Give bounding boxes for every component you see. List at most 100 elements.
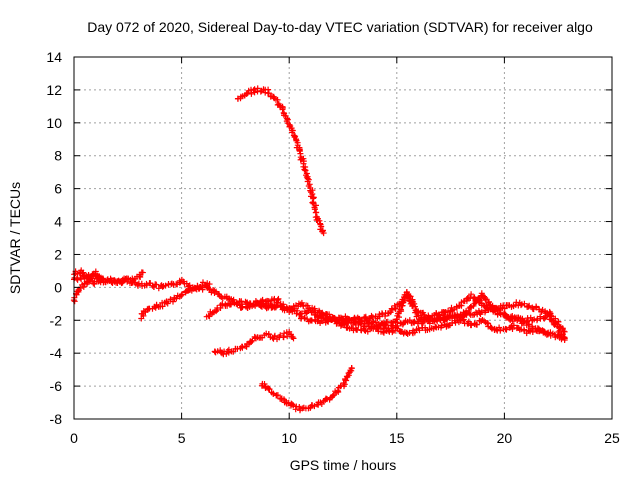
- data-point: [561, 328, 568, 335]
- data-point: [80, 272, 86, 278]
- data-point: [509, 326, 516, 332]
- data-point: [398, 300, 405, 307]
- x-tick-label: 0: [70, 430, 78, 446]
- data-point: [411, 300, 418, 307]
- data-point: [271, 332, 278, 339]
- data-point: [392, 324, 399, 331]
- data-point: [206, 281, 213, 288]
- data-point: [544, 330, 551, 337]
- data-point: [361, 327, 368, 334]
- data-point: [436, 312, 443, 319]
- data-point: [496, 324, 503, 331]
- y-tick-label: -8: [50, 411, 63, 427]
- data-point: [465, 308, 472, 314]
- y-tick-label: 10: [46, 115, 62, 131]
- data-point: [497, 327, 504, 334]
- data-point: [196, 285, 203, 292]
- data-point: [301, 166, 308, 173]
- data-point: [555, 318, 562, 325]
- data-point: [348, 364, 355, 371]
- data-point: [518, 302, 524, 309]
- data-point: [363, 316, 370, 323]
- data-point: [178, 291, 185, 298]
- data-point: [434, 315, 441, 322]
- data-point: [466, 310, 473, 317]
- data-point: [311, 206, 318, 213]
- x-tick-label: 15: [389, 430, 405, 446]
- data-point: [289, 401, 296, 408]
- data-point: [397, 306, 404, 313]
- data-point: [412, 303, 418, 310]
- data-point: [316, 217, 323, 224]
- data-point: [369, 314, 376, 321]
- data-point: [526, 327, 533, 334]
- data-point: [341, 320, 348, 327]
- data-point: [525, 303, 532, 310]
- data-point: [460, 317, 466, 324]
- data-point: [173, 295, 180, 302]
- data-point: [502, 313, 509, 320]
- data-point: [294, 307, 301, 314]
- data-point: [213, 308, 220, 315]
- data-point: [300, 163, 307, 170]
- data-point: [374, 325, 381, 332]
- series-arc-4: [138, 280, 213, 322]
- data-point: [410, 319, 417, 326]
- data-point: [313, 202, 319, 209]
- data-point: [501, 305, 508, 312]
- data-point: [274, 392, 281, 399]
- data-point: [292, 133, 299, 140]
- y-tick-label: 14: [46, 49, 62, 65]
- data-point: [509, 318, 516, 325]
- data-point: [468, 291, 475, 298]
- data-point: [407, 294, 413, 300]
- data-point: [460, 316, 467, 323]
- data-point: [96, 273, 103, 280]
- data-point: [265, 90, 272, 97]
- data-point: [275, 295, 282, 302]
- series-arc-3: [70, 268, 103, 305]
- y-tick-label: -4: [50, 345, 63, 361]
- data-point: [153, 281, 160, 288]
- series-arc-11: [315, 312, 551, 337]
- data-point: [244, 89, 251, 96]
- data-point: [290, 335, 297, 342]
- data-point: [411, 329, 418, 336]
- data-point: [233, 300, 240, 307]
- data-point: [352, 319, 359, 326]
- data-point: [392, 305, 399, 312]
- data-point: [561, 335, 568, 342]
- y-tick-label: 6: [54, 181, 62, 197]
- data-point: [437, 317, 444, 324]
- y-tick-label: 0: [54, 279, 62, 295]
- y-tick-label: -6: [50, 378, 63, 394]
- data-point: [283, 304, 290, 311]
- data-point: [384, 318, 391, 325]
- data-point: [486, 298, 492, 305]
- y-tick-label: -2: [50, 312, 63, 328]
- data-point: [96, 277, 103, 284]
- data-point: [326, 311, 333, 318]
- data-point: [230, 296, 237, 303]
- data-point: [526, 302, 533, 309]
- data-point: [238, 304, 245, 311]
- data-point: [503, 326, 510, 333]
- data-point: [279, 106, 286, 113]
- data-point: [164, 300, 171, 307]
- x-tick-label: 20: [497, 430, 513, 446]
- data-point: [380, 328, 386, 335]
- data-point: [249, 337, 256, 344]
- data-point: [320, 230, 327, 237]
- data-point: [290, 402, 297, 409]
- data-point: [228, 301, 235, 308]
- data-point: [302, 167, 309, 174]
- data-point: [330, 314, 337, 321]
- x-axis-title: GPS time / hours: [290, 457, 397, 473]
- data-point: [389, 307, 396, 313]
- data-point: [329, 392, 336, 399]
- data-point: [548, 313, 555, 320]
- data-point: [438, 322, 445, 329]
- data-point: [266, 386, 273, 393]
- y-tick-label: 12: [46, 82, 62, 98]
- grid: [74, 57, 612, 419]
